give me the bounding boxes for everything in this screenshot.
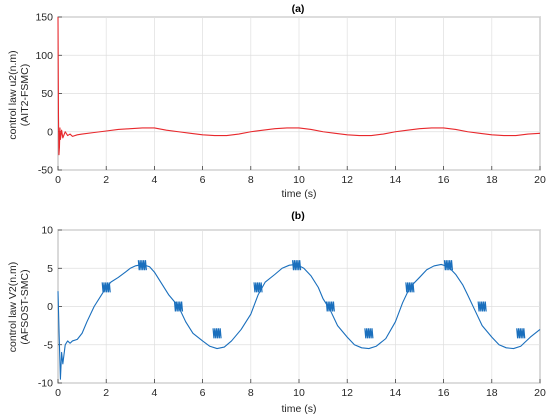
b-y-tick-label: 5: [47, 263, 53, 275]
b-y-tick-label: 0: [47, 301, 53, 313]
b-oscillation-burst: [405, 282, 415, 293]
b-x-tick-label: 16: [438, 387, 450, 399]
b-oscillation-burst: [291, 260, 302, 271]
b-x-tick-label: 14: [390, 387, 402, 399]
a-x-tick-label: 12: [341, 174, 353, 186]
b-oscillation-burst: [212, 328, 222, 339]
panel-b-grid: [57, 229, 541, 384]
a-x-tick-label: 4: [151, 174, 157, 186]
b-y-tick-label: 10: [41, 225, 53, 237]
a-x-tick-label: 14: [390, 174, 402, 186]
panel-a-x-axis-label: time (s): [282, 188, 317, 200]
a-y-tick-label: 50: [41, 88, 53, 100]
a-y-tick-label: 0: [47, 126, 53, 138]
a-y-tick-label: 150: [35, 12, 53, 24]
b-oscillation-burst: [364, 328, 374, 339]
a-x-tick-label: 10: [293, 174, 305, 186]
panel-b: (b) 0 2 4 6 8 10 12 14 16 18 20 -10 -5 0 5 10 time (s)…: [7, 210, 546, 415]
b-y-tick-label: -5: [44, 339, 53, 351]
b-x-tick-label: 18: [486, 387, 498, 399]
panel-b-x-ticks: 0 2 4 6 8 10 12 14 16 18 20: [55, 379, 546, 399]
a-x-tick-label: 0: [55, 174, 61, 186]
b-x-tick-label: 10: [293, 387, 305, 399]
a-x-tick-label: 2: [103, 174, 109, 186]
panel-b-y-axis-label-line1: control law V2(n.m): [7, 262, 19, 352]
panel-a-title: (a): [292, 3, 305, 15]
panel-a-y-axis-label-line2: (AIT2-FSMC): [19, 64, 31, 126]
a-series-line-0: [57, 16, 541, 156]
panel-a-y-ticks: -50 0 50 100 150: [35, 12, 62, 177]
b-x-tick-label: 2: [103, 387, 109, 399]
b-x-tick-label: 0: [55, 387, 61, 399]
a-x-tick-label: 18: [486, 174, 498, 186]
panel-a-grid: [57, 16, 541, 171]
b-oscillation-burst: [443, 260, 454, 271]
a-x-tick-label: 16: [438, 174, 450, 186]
a-y-tick-label: 100: [35, 50, 53, 62]
panel-b-x-axis-label: time (s): [282, 403, 317, 415]
b-x-tick-label: 6: [200, 387, 206, 399]
b-x-tick-label: 12: [341, 387, 353, 399]
panel-a-x-ticks: 0 2 4 6 8 10 12 14 16 18 20: [55, 166, 546, 186]
a-x-tick-label: 8: [248, 174, 254, 186]
b-oscillation-burst: [253, 282, 263, 293]
panel-b-title: (b): [291, 210, 304, 222]
b-oscillation-burst: [101, 282, 111, 293]
a-x-tick-label: 6: [200, 174, 206, 186]
b-oscillation-burst: [137, 260, 147, 271]
panel-a-y-axis-label-line1: control law u2(n.m): [7, 50, 19, 139]
panel-b-y-ticks: -10 -5 0 5 10: [38, 225, 62, 390]
b-x-tick-label: 4: [151, 387, 157, 399]
b-x-tick-label: 20: [534, 387, 546, 399]
a-y-tick-label: -50: [38, 165, 53, 177]
b-oscillation-burst: [325, 301, 335, 312]
b-oscillation-burst: [516, 328, 526, 339]
panel-b-y-axis-label-line2: (AFSOST-SMC): [19, 269, 31, 344]
b-oscillation-burst: [477, 301, 487, 312]
b-y-tick-label: -10: [38, 378, 53, 390]
a-x-tick-label: 20: [534, 174, 546, 186]
b-x-tick-label: 8: [248, 387, 254, 399]
b-oscillation-burst: [173, 301, 184, 312]
panel-a-series: [57, 16, 541, 156]
panel-b-series: [57, 260, 541, 380]
